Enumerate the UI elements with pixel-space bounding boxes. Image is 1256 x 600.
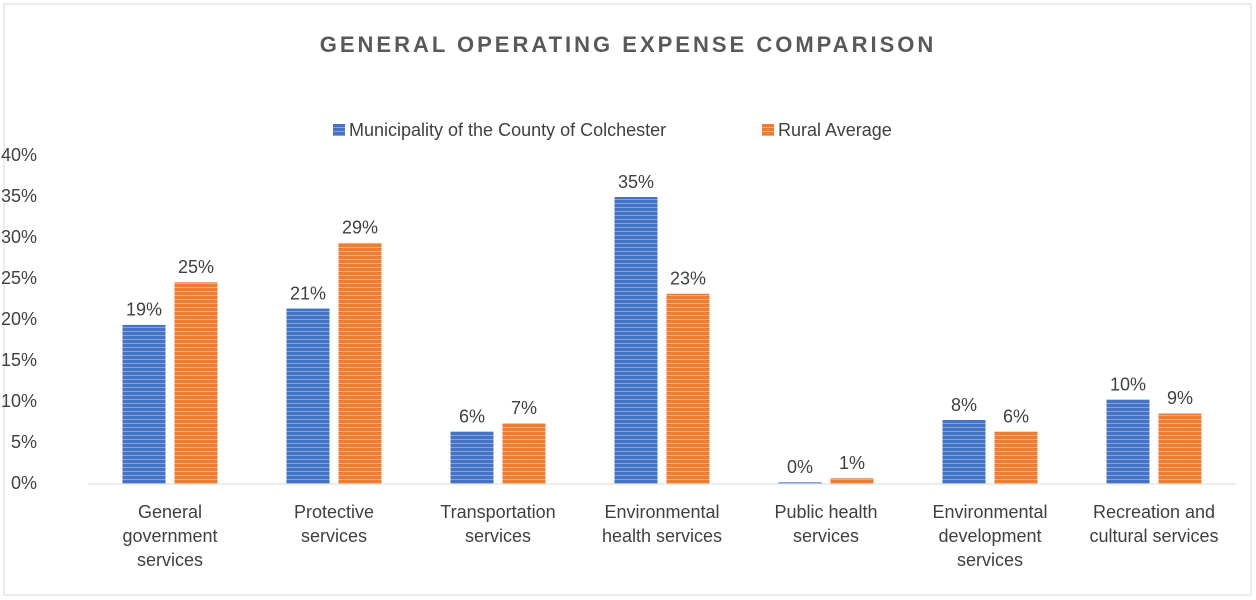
legend-label: Municipality of the County of Colchester [349, 120, 666, 140]
x-tick-label: Recreation and cultural services [1089, 502, 1219, 546]
bar [942, 420, 986, 484]
x-tick-label: General government services [122, 502, 218, 570]
y-tick-label: 10% [1, 391, 37, 411]
bar [174, 282, 218, 484]
data-label: 35% [618, 172, 654, 192]
data-label: 10% [1110, 374, 1146, 394]
x-tick-label: Public health services [774, 502, 878, 546]
y-tick-label: 5% [11, 432, 37, 452]
bar [666, 293, 710, 484]
data-label: 7% [511, 398, 537, 418]
legend-swatch [333, 124, 345, 136]
x-tick-label: Environmental development services [932, 502, 1048, 570]
data-label: 25% [178, 257, 214, 277]
y-tick-label: 30% [1, 227, 37, 247]
x-tick-label: Environmental health services [601, 502, 723, 546]
legend-label: Rural Average [778, 120, 892, 140]
x-tick-label: Transportation services [440, 502, 556, 546]
bar [338, 242, 382, 484]
bar [286, 308, 330, 484]
data-label: 0% [787, 457, 813, 477]
data-label: 19% [126, 300, 162, 320]
data-label: 1% [839, 453, 865, 473]
y-tick-label: 15% [1, 350, 37, 370]
bar [122, 324, 166, 484]
y-tick-label: 25% [1, 268, 37, 288]
y-tick-label: 0% [11, 473, 37, 493]
data-label: 8% [951, 395, 977, 415]
bar [830, 478, 874, 484]
y-tick-label: 35% [1, 186, 37, 206]
bar [614, 197, 658, 484]
legend-swatch [762, 124, 774, 136]
data-label: 23% [670, 269, 706, 289]
data-label: 6% [1003, 406, 1029, 426]
y-tick-label: 40% [1, 145, 37, 165]
bar [994, 431, 1038, 484]
data-label: 6% [459, 406, 485, 426]
data-label: 29% [342, 218, 378, 238]
bar [502, 423, 546, 484]
bar [1106, 399, 1150, 484]
bar [450, 431, 494, 484]
x-tick-label: Protective services [293, 502, 375, 546]
chart-title: GENERAL OPERATING EXPENSE COMPARISON [320, 32, 937, 57]
bar [778, 482, 822, 484]
bar [1158, 413, 1202, 484]
data-label: 21% [290, 283, 326, 303]
y-tick-label: 20% [1, 309, 37, 329]
data-label: 9% [1167, 388, 1193, 408]
